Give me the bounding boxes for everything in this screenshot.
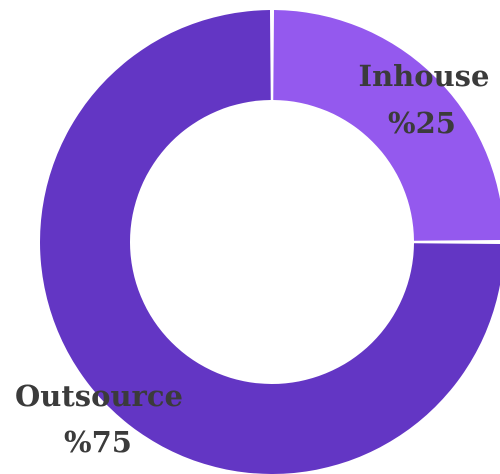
slice-value-outsource: %75: [64, 425, 132, 459]
slice-label-inhouse: Inhouse: [359, 59, 490, 93]
slice-label-outsource: Outsource: [15, 379, 183, 413]
slice-value-inhouse: %25: [388, 106, 456, 140]
slice-outsource: [40, 10, 500, 474]
slice-labels: Inhouse %25 Outsource %75: [15, 59, 489, 459]
slice-inhouse: [273, 10, 500, 241]
donut-slices: [40, 10, 500, 474]
